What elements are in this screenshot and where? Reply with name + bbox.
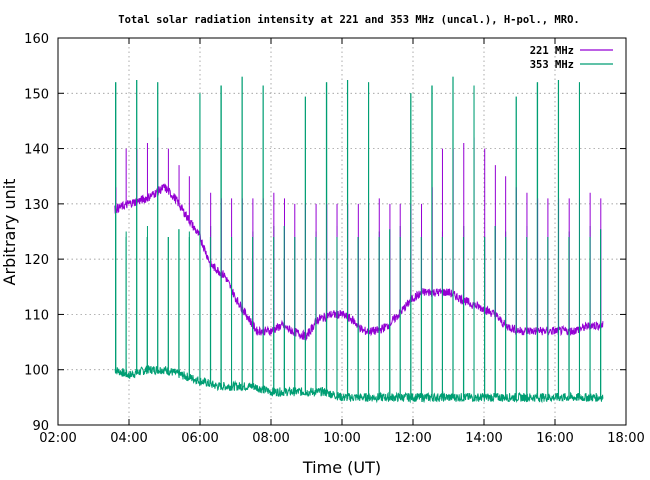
x-tick-label: 08:00 xyxy=(252,431,289,446)
y-tick-label: 150 xyxy=(24,87,49,102)
x-tick-label: 14:00 xyxy=(465,431,502,446)
legend-label-221: 221 MHz xyxy=(530,45,574,57)
plot-frame xyxy=(57,37,627,426)
x-tick-label: 04:00 xyxy=(110,431,147,446)
x-axis-label: Time (UT) xyxy=(302,458,381,477)
x-tick-label: 02:00 xyxy=(39,431,76,446)
y-tick-label: 90 xyxy=(32,419,49,434)
y-tick-label: 130 xyxy=(24,198,49,213)
y-axis-label: Arbitrary unit xyxy=(0,179,19,286)
legend-label-353: 353 MHz xyxy=(530,59,574,71)
axis-ticks: 90 100 110 120 130 140 150 160 02:00 04:00 06:00 08… xyxy=(24,32,645,446)
chart-title: Total solar radiation intensity at 221 a… xyxy=(118,14,579,26)
x-tick-label: 06:00 xyxy=(181,431,218,446)
y-tick-label: 120 xyxy=(24,253,49,268)
x-tick-label: 10:00 xyxy=(323,431,360,446)
legend: 221 MHz 353 MHz xyxy=(530,45,613,71)
y-tick-label: 100 xyxy=(24,364,49,379)
y-tick-label: 110 xyxy=(24,308,49,323)
x-tick-label: 12:00 xyxy=(394,431,431,446)
y-tick-label: 140 xyxy=(24,143,49,158)
series-221mhz-line xyxy=(114,137,604,341)
y-tick-label: 160 xyxy=(24,32,49,47)
grid xyxy=(58,38,626,425)
x-tick-label: 18:00 xyxy=(607,431,644,446)
series-353mhz-spikes xyxy=(115,76,602,398)
plot-area xyxy=(114,76,604,404)
x-tick-label: 16:00 xyxy=(536,431,573,446)
series-353mhz-line xyxy=(114,76,604,404)
